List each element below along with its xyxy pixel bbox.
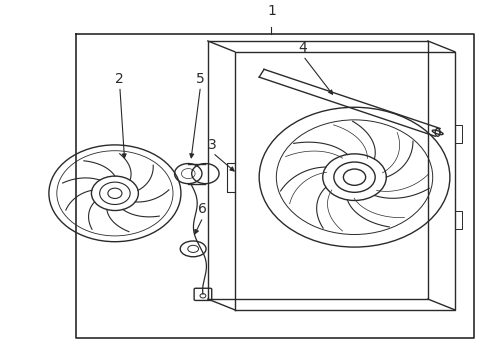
- Text: 4: 4: [298, 41, 307, 55]
- Text: 5: 5: [196, 72, 204, 86]
- Text: 1: 1: [266, 4, 275, 18]
- Text: 3: 3: [208, 138, 217, 152]
- Text: 6: 6: [198, 202, 207, 216]
- Text: 2: 2: [115, 72, 124, 86]
